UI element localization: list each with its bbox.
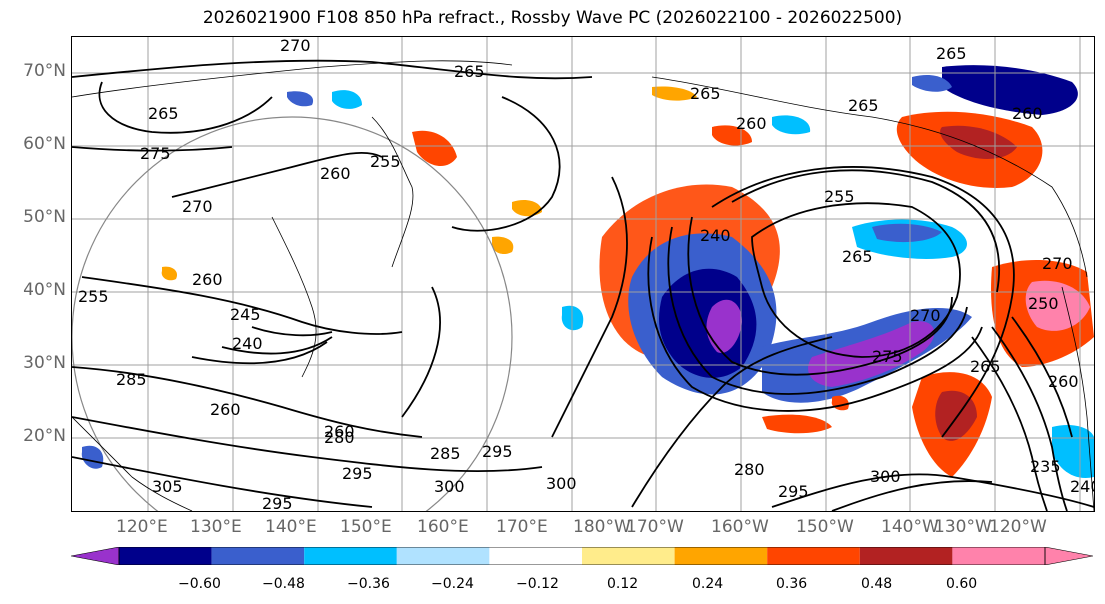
colorbar-cell (396, 547, 490, 565)
colorbar-cell (489, 547, 582, 565)
colorbar-cell (952, 547, 1045, 565)
lon-label: 120°W (989, 517, 1047, 537)
contour-label: 280 (734, 460, 765, 479)
colorbar-cell (304, 547, 397, 565)
colorbar-extend-high (1044, 547, 1093, 565)
colorbar-tick-label: 0.12 (607, 576, 639, 592)
lon-label: 130°E (190, 517, 242, 537)
lon-label: 160°W (711, 517, 769, 537)
colorbar-tick-label: 0.36 (776, 576, 808, 592)
contour-label: 260 (1048, 372, 1079, 391)
contour-label: 270 (280, 37, 311, 55)
lon-label: 120°E (116, 517, 168, 537)
lon-label: 140°E (265, 517, 317, 537)
lon-label: 170°W (626, 517, 684, 537)
contour-label: 250 (1028, 294, 1059, 313)
contour-label: 275 (872, 347, 903, 366)
lon-label: 150°E (340, 517, 392, 537)
contour-label: 265 (970, 357, 1001, 376)
contour-label: 260 (192, 270, 223, 289)
contour-label: 255 (370, 152, 401, 171)
graticule (72, 37, 1094, 511)
contour-label: 265 (454, 62, 485, 81)
contour-label: 260 (320, 164, 351, 183)
contour-label: 300 (546, 474, 577, 493)
lat-label: 30°N (23, 353, 66, 373)
contour-label: 295 (262, 494, 293, 511)
contour-label: 260 (210, 400, 241, 419)
colorbar (71, 547, 1093, 565)
contour-label: 255 (824, 187, 855, 206)
lon-label: 150°W (796, 517, 854, 537)
coastlines (72, 60, 1094, 511)
contour-label: 265 (936, 44, 967, 63)
contour-label: 235 (1030, 457, 1061, 476)
refractivity-contours (72, 59, 1094, 511)
contour-label: 260 (736, 114, 767, 133)
colorbar-tick-label: 0.60 (946, 576, 978, 592)
colorbar-tick-label: −0.24 (431, 576, 474, 592)
contour-label: 240 (232, 334, 263, 353)
colorbar-extend-low (71, 547, 120, 565)
map-title: 2026021900 F108 850 hPa refract., Rossby… (202, 8, 903, 28)
colorbar-cell (119, 547, 212, 565)
colorbar-cell (767, 547, 860, 565)
contour-label: 265 (842, 247, 873, 266)
contour-label: 270 (910, 306, 941, 325)
contour-label: 295 (778, 482, 809, 501)
contour-label: 285 (116, 370, 147, 389)
contour-label: 260 (324, 422, 355, 441)
lon-label: 160°E (417, 517, 469, 537)
lat-label: 40°N (23, 280, 66, 300)
contour-label: 255 (78, 287, 109, 306)
lat-label: 60°N (23, 134, 66, 154)
colorbar-outline (118, 547, 1046, 565)
contour-label: 295 (482, 442, 513, 461)
map-canvas: 270 265 265 265 265 265 275 260 255 270 … (72, 37, 1094, 511)
colorbar-tick-label: −0.60 (178, 576, 221, 592)
colorbar-tick-label: −0.36 (347, 576, 390, 592)
contour-label: 265 (848, 96, 879, 115)
contour-label: 270 (1042, 254, 1073, 273)
contour-label: 280 (324, 428, 355, 447)
colorbar-cell (674, 547, 768, 565)
contour-label: 300 (870, 467, 901, 486)
contour-label: 305 (152, 477, 183, 496)
contour-label: 265 (690, 84, 721, 103)
colorbar-tick-label: −0.12 (516, 576, 559, 592)
lon-label: 130°W (934, 517, 992, 537)
colorbar-tick-label: 0.24 (692, 576, 724, 592)
contour-label: 275 (140, 144, 171, 163)
contour-label-group: 270 265 265 265 265 265 275 260 255 270 … (78, 37, 1094, 511)
lon-label: 170°E (496, 517, 548, 537)
colorbar-cell (211, 547, 305, 565)
lon-label: 180°W (573, 517, 631, 537)
lat-label: 70°N (23, 61, 66, 81)
contour-label: 240 (1070, 477, 1094, 496)
colorbar-tick-label: 0.48 (861, 576, 893, 592)
lon-label: 140°W (881, 517, 939, 537)
contour-label: 245 (230, 305, 261, 324)
map-panel: 270 265 265 265 265 265 275 260 255 270 … (71, 36, 1095, 512)
contour-label: 295 (342, 464, 373, 483)
colorbar-cells (71, 547, 1093, 565)
contour-label: 260 (1012, 104, 1043, 123)
lat-label: 20°N (23, 426, 66, 446)
colorbar-tick-label: −0.48 (262, 576, 305, 592)
contour-label: 270 (182, 197, 213, 216)
contour-label: 240 (700, 226, 731, 245)
contour-label: 285 (430, 444, 461, 463)
colorbar-cell (859, 547, 953, 565)
contour-label: 300 (434, 477, 465, 496)
contour-label: 265 (148, 104, 179, 123)
colorbar-cell (582, 547, 675, 565)
lat-label: 50°N (23, 207, 66, 227)
